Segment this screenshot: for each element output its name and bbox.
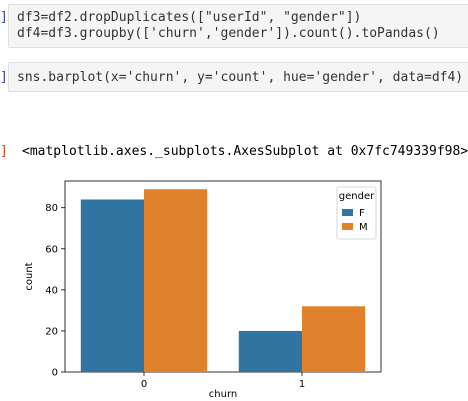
legend-entry-M: M	[359, 222, 368, 233]
y-axis-label: count	[24, 262, 35, 290]
output-prompt: ]:	[0, 144, 10, 159]
code-line-2: df4=df3.groupby(['churn','gender']).coun…	[17, 26, 440, 41]
code-line-1: df3=df2.dropDuplicates(["userId", "gende…	[17, 10, 362, 25]
bar-M-1	[302, 306, 366, 372]
bar-F-1	[238, 330, 302, 372]
y-tick-label: 80	[45, 203, 58, 214]
bar-F-0	[80, 199, 144, 372]
y-tick-label: 0	[52, 368, 58, 379]
cell-1-prompt: ]:	[0, 10, 10, 25]
barplot-chart: 0 20 40 60 80 0 1 churn count gender FM	[24, 180, 382, 400]
code-cell-2[interactable]: sns.barplot(x='churn', y='count', hue='g…	[8, 62, 468, 92]
bar-M-0	[144, 189, 208, 372]
code-line-3: sns.barplot(x='churn', y='count', hue='g…	[17, 70, 464, 85]
legend-swatch-M	[342, 223, 353, 230]
y-tick-label: 20	[45, 326, 58, 337]
plot-frame	[64, 180, 382, 373]
x-tick-label: 0	[141, 379, 147, 390]
y-tick-label: 40	[45, 285, 58, 296]
legend-entry-F: F	[359, 208, 365, 219]
legend-title: gender	[339, 191, 375, 202]
cell-2-prompt: ]:	[0, 70, 10, 85]
x-axis-label: churn	[209, 389, 237, 400]
x-tick-label: 1	[299, 379, 305, 390]
legend-swatch-F	[342, 209, 353, 216]
output-repr-text: <matplotlib.axes._subplots.AxesSubplot a…	[22, 144, 468, 159]
code-cell-1[interactable]: df3=df2.dropDuplicates(["userId", "gende…	[8, 4, 468, 48]
y-tick-label: 60	[45, 244, 58, 255]
